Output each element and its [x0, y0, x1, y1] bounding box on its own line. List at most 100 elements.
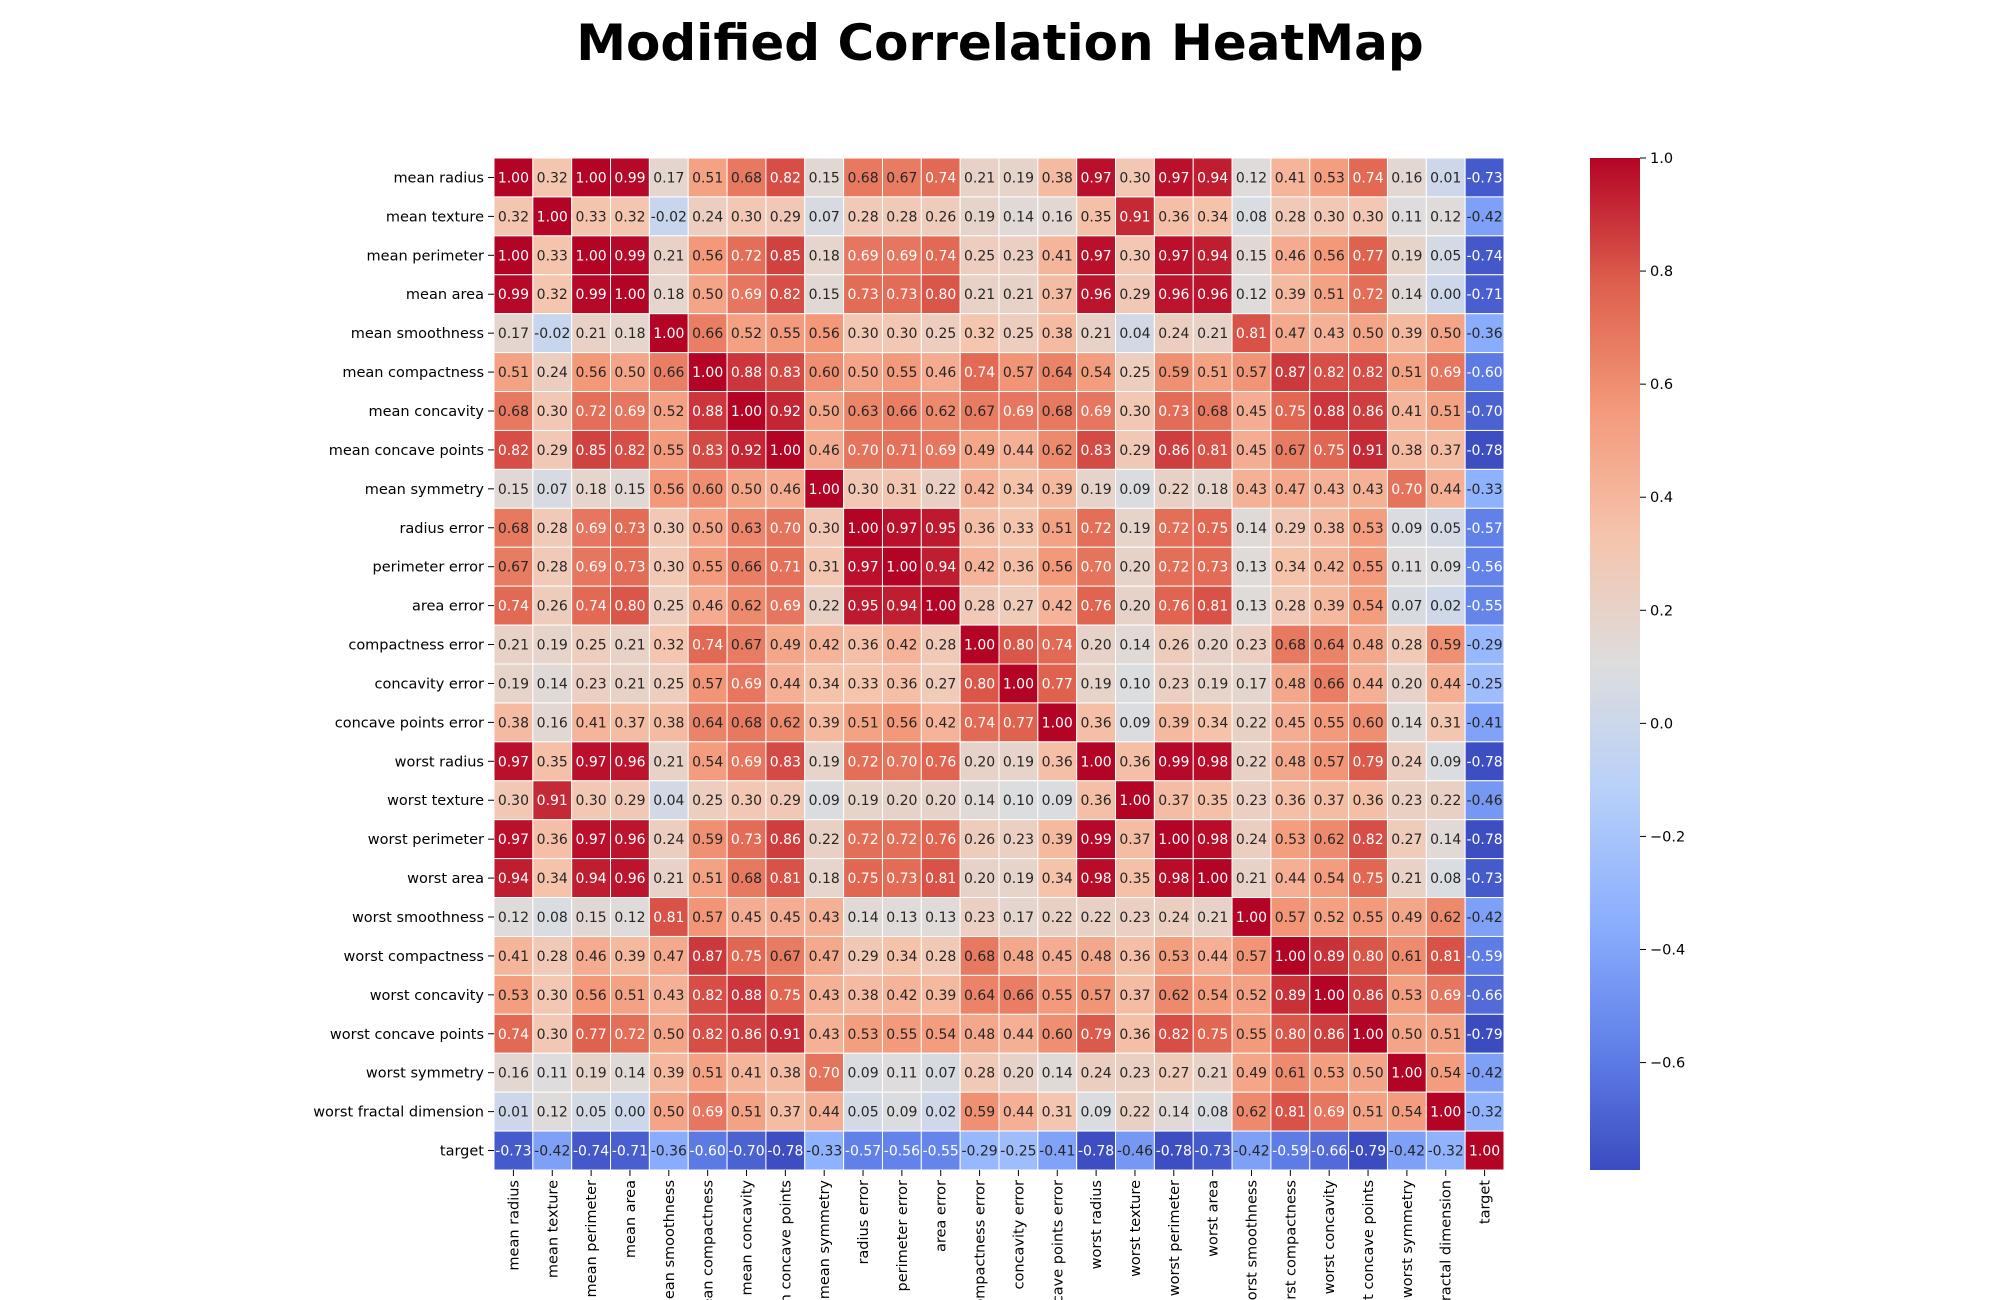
x-tick-label: mean texture [545, 1180, 561, 1278]
cell-value-label: 1.00 [809, 482, 840, 498]
cell-value-label: 0.98 [1081, 871, 1112, 887]
heatmap-cell [998, 274, 1039, 315]
cell-value-label: 0.72 [847, 832, 878, 848]
cell-value-label: 0.23 [1236, 638, 1267, 654]
cell-value-label: 0.79 [1352, 754, 1383, 770]
cell-value-label: 0.41 [498, 949, 529, 965]
cell-value-label: -0.71 [1466, 287, 1502, 303]
heatmap-cell [1115, 663, 1155, 704]
y-axis-tick-labels: mean radius mean texture mean perimeter mea… [313, 170, 494, 1160]
heatmap-cell [532, 157, 573, 198]
heatmap-cell [1037, 741, 1078, 782]
cell-value-label: -0.78 [1466, 443, 1502, 459]
x-tick-label: worst area [1206, 1180, 1222, 1257]
heatmap-cell [610, 468, 650, 509]
heatmap-cell [1309, 819, 1350, 860]
heatmap-cell [571, 274, 612, 315]
heatmap-cell [532, 1052, 573, 1093]
cell-value-label: 0.09 [1081, 1105, 1112, 1121]
heatmap-cell [1425, 1052, 1466, 1093]
y-tick-label: worst radius [395, 754, 484, 770]
cell-value-label: 0.48 [1003, 949, 1034, 965]
cell-value-label: -0.29 [1466, 638, 1502, 654]
cell-value-label: 0.28 [925, 638, 956, 654]
heatmap-cell [1309, 1013, 1350, 1054]
heatmap-cell [610, 429, 650, 470]
cell-value-label: -0.29 [961, 1144, 997, 1160]
cell-value-label: 1.00 [925, 599, 956, 615]
colorbar-tick-label: 0.6 [1650, 377, 1673, 393]
cell-value-label: 0.55 [1042, 988, 1073, 1004]
heatmap-cell [532, 235, 573, 276]
cell-value-label: 0.16 [498, 1066, 529, 1082]
cell-value-label: 0.69 [1314, 1105, 1345, 1121]
cell-value-label: 0.45 [1275, 715, 1306, 731]
x-tick-label: mean radius [506, 1180, 522, 1271]
cell-value-label: 0.76 [1081, 599, 1112, 615]
y-tick-label: concavity error [375, 676, 485, 692]
heatmap-cell [1037, 1130, 1078, 1171]
heatmap-cell [843, 780, 883, 821]
heatmap-cell [998, 391, 1039, 431]
heatmap-cell [1425, 196, 1466, 237]
y-tick-label: mean area [406, 287, 484, 303]
heatmap-cell [920, 702, 961, 743]
cell-value-label: 0.88 [692, 404, 723, 420]
heatmap-cell [1037, 624, 1078, 665]
heatmap-cell [1270, 974, 1311, 1015]
heatmap-cell [959, 663, 1000, 704]
cell-value-label: 0.24 [1158, 326, 1189, 342]
y-tick-label: mean concavity [369, 404, 485, 420]
cell-value-label: 0.12 [614, 910, 645, 926]
cell-value-label: 0.51 [692, 871, 723, 887]
cell-value-label: 0.09 [886, 1105, 917, 1121]
cell-value-label: -0.56 [884, 1144, 920, 1160]
cell-value-label: 0.04 [1119, 326, 1150, 342]
heatmap-cell [959, 429, 1000, 470]
cell-value-label: 0.56 [886, 715, 917, 731]
heatmap-cell [1348, 1130, 1388, 1171]
cell-value-label: 0.91 [1352, 443, 1383, 459]
heatmap-cell [1076, 235, 1117, 276]
cell-value-label: 0.98 [1197, 754, 1228, 770]
heatmap-cell [1076, 1013, 1117, 1054]
heatmap-cell [1464, 624, 1505, 665]
heatmap-cell [920, 1052, 961, 1093]
heatmap-cell [843, 235, 883, 276]
cell-value-label: 0.18 [576, 482, 607, 498]
heatmap-cell [571, 235, 612, 276]
y-tick-label: worst symmetry [366, 1066, 484, 1082]
heatmap-cell [726, 1052, 767, 1093]
cell-value-label: 0.56 [1042, 560, 1073, 576]
heatmap-cell [1076, 468, 1117, 509]
cell-value-label: 0.98 [1197, 832, 1228, 848]
cell-value-label: 0.54 [692, 754, 723, 770]
cell-value-label: 0.89 [1314, 949, 1345, 965]
heatmap-cell [959, 507, 1000, 548]
cell-value-label: 0.60 [1352, 715, 1383, 731]
cell-value-label: 0.61 [1275, 1066, 1306, 1082]
heatmap-cell [843, 858, 883, 899]
cell-value-label: -0.25 [1466, 676, 1502, 692]
cell-value-label: 0.50 [653, 1027, 684, 1043]
heatmap-cell [959, 1013, 1000, 1054]
heatmap-cell [1115, 313, 1155, 354]
y-tick-label: worst compactness [344, 949, 484, 965]
cell-value-label: 0.20 [964, 871, 995, 887]
cell-value-label: 0.21 [964, 170, 995, 186]
cell-value-label: 0.57 [1275, 910, 1306, 926]
heatmap-cell [726, 741, 767, 782]
heatmap-cell [959, 235, 1000, 276]
heatmap-cell [1348, 546, 1388, 587]
heatmap-cell [1153, 974, 1194, 1015]
heatmap-cell [881, 1130, 922, 1171]
heatmap-cell [1270, 157, 1311, 198]
cell-value-label: 0.14 [1003, 209, 1034, 225]
heatmap-cell [765, 1091, 806, 1132]
heatmap-cell [765, 663, 806, 704]
heatmap-cell [765, 1013, 806, 1054]
heatmap-cell [726, 1130, 767, 1171]
cell-value-label: -0.70 [1466, 404, 1502, 420]
cell-value-label: 0.95 [925, 521, 956, 537]
cell-value-label: 0.62 [1314, 832, 1345, 848]
